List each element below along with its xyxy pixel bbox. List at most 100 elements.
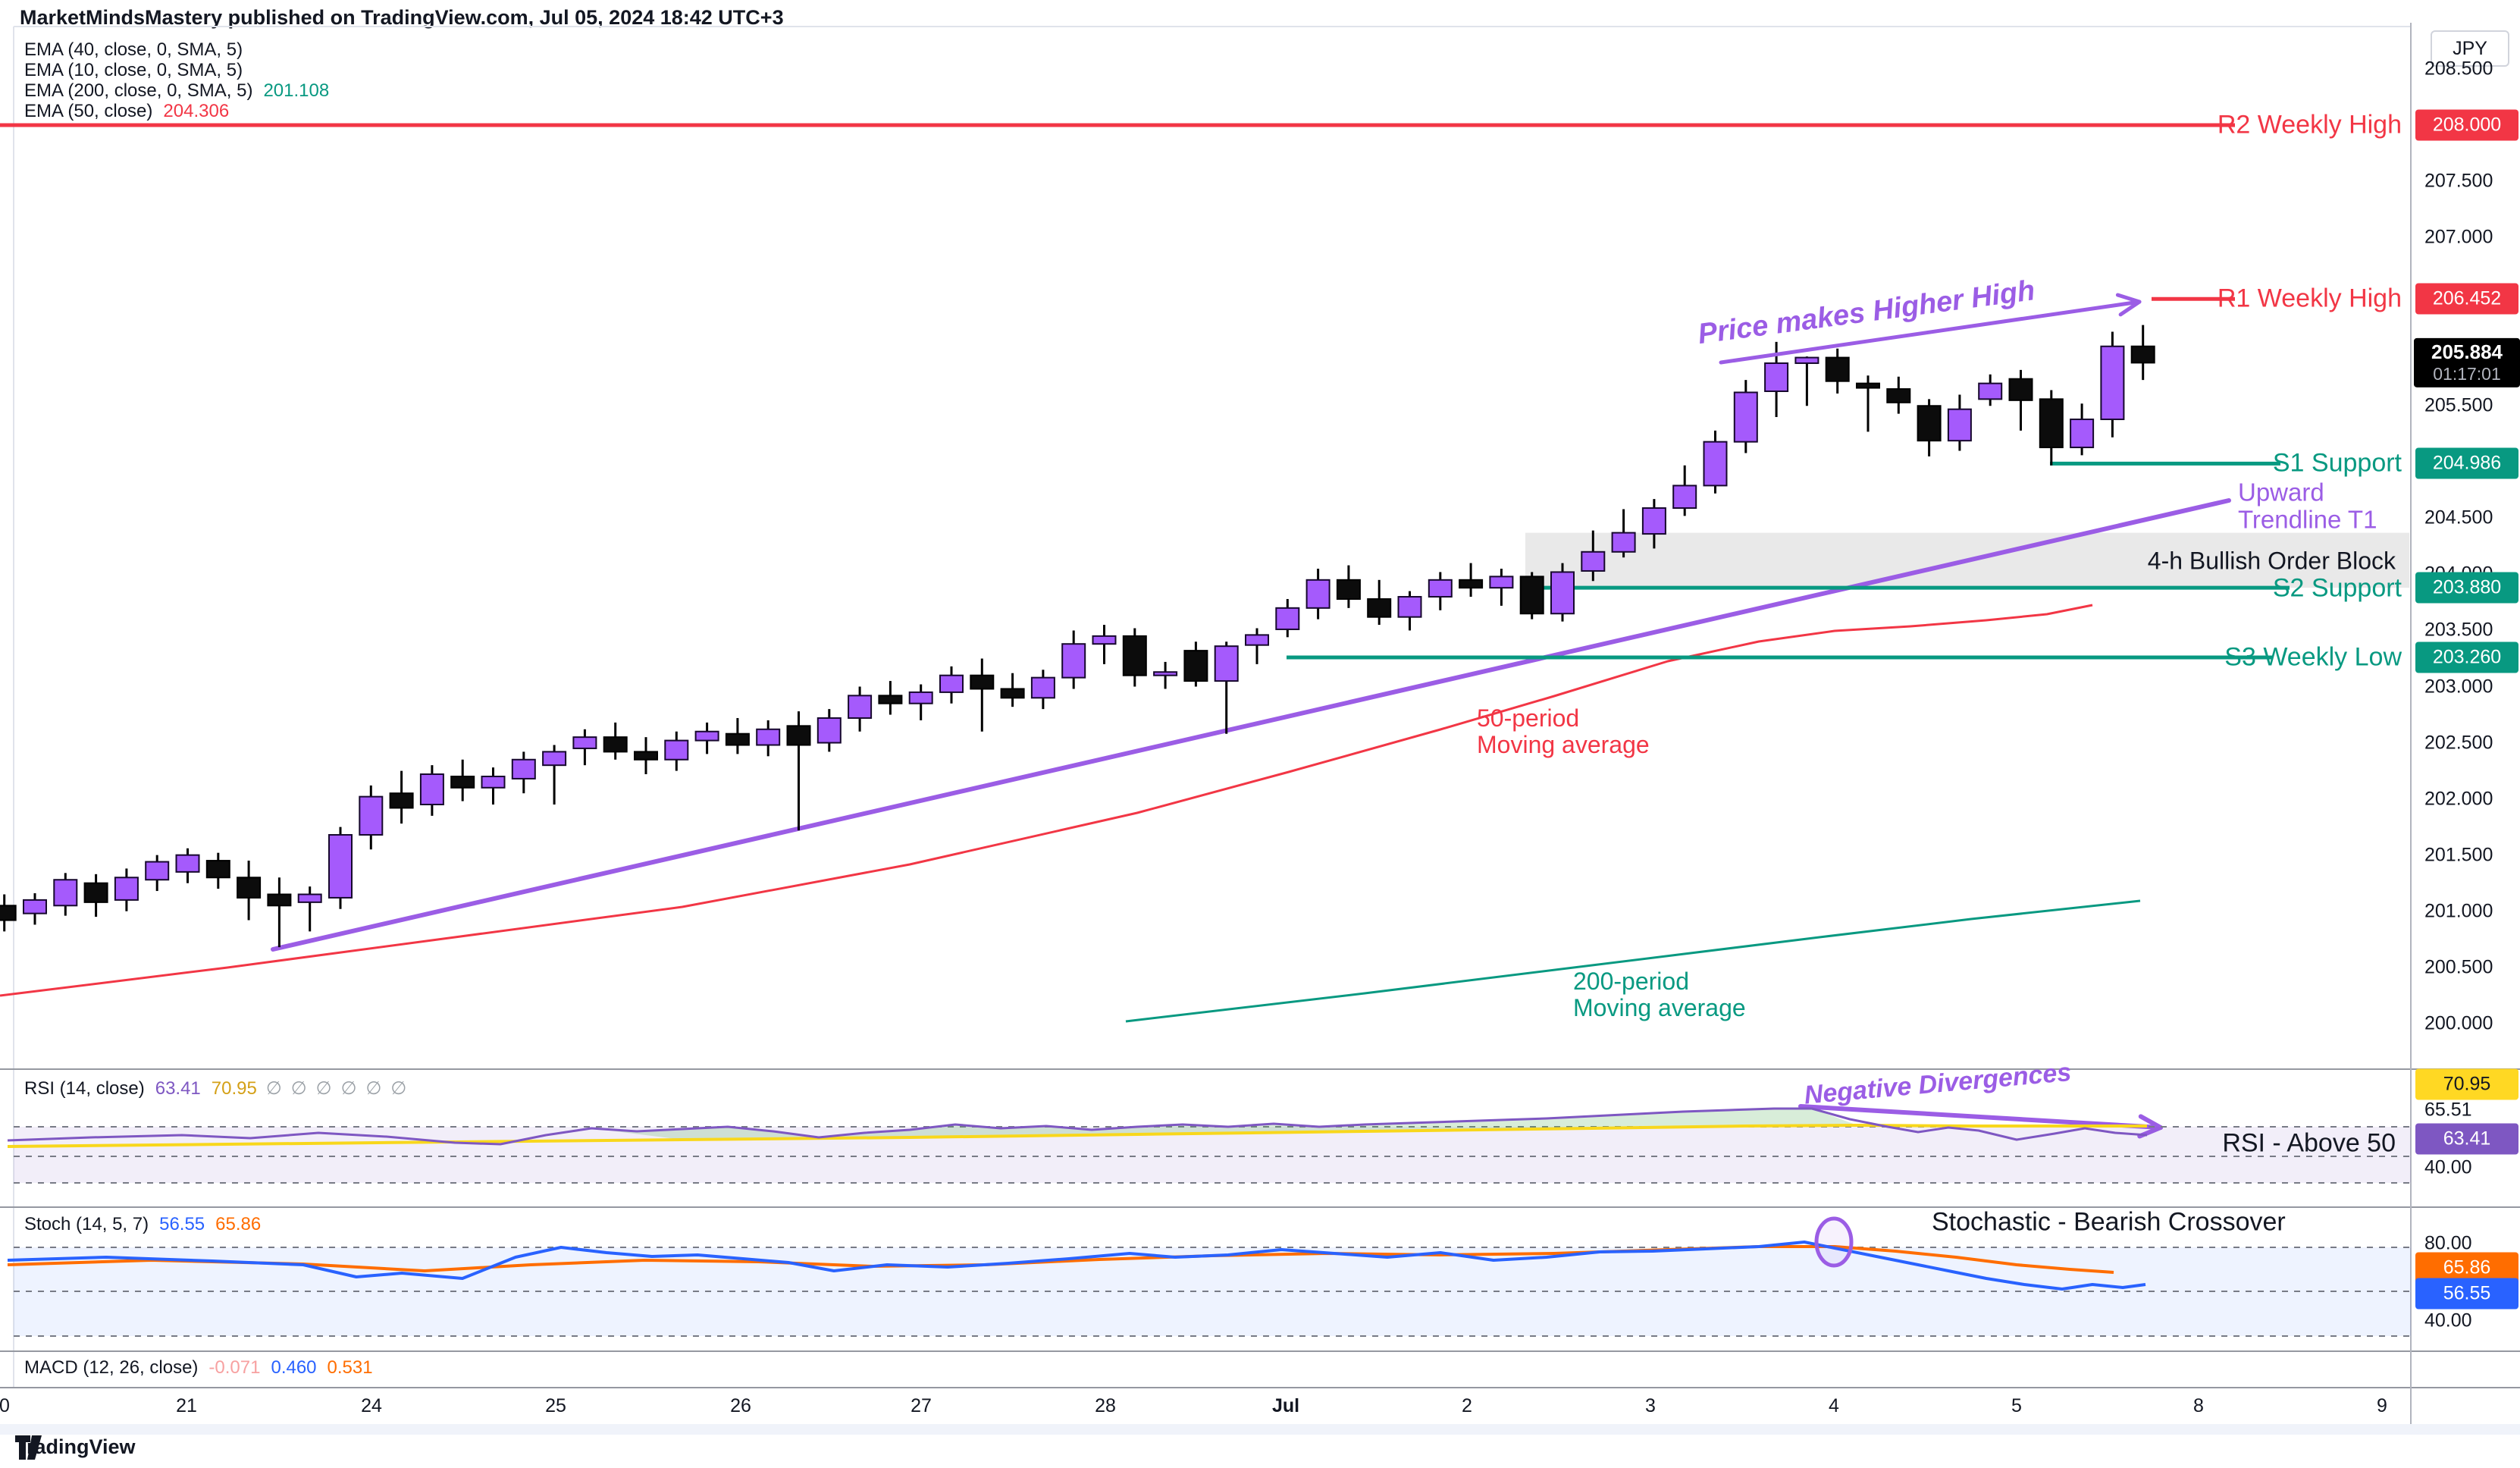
legend-label: EMA (10, close, 0, SMA, 5)	[24, 60, 243, 80]
legend-value: 56.55	[159, 1214, 205, 1234]
candle-body	[237, 877, 262, 899]
price-tick: 208.500	[2424, 58, 2493, 80]
candle-body	[267, 893, 292, 907]
higher-high-arrow-head	[2115, 293, 2142, 317]
rsi-above-50-label: RSI - Above 50	[2222, 1128, 2396, 1158]
candle-body	[0, 905, 17, 921]
legend-label: EMA (40, close, 0, SMA, 5)	[24, 39, 243, 60]
price-tick: 204.500	[2424, 507, 2493, 529]
stoch-crossover-label: Stochastic - Bearish Crossover	[1932, 1207, 2286, 1237]
time-label: 28	[1095, 1395, 1116, 1416]
level-badge: 204.986	[2415, 447, 2518, 479]
candle-body	[145, 861, 170, 881]
candle-body	[1061, 643, 1086, 679]
price-tick: 200.500	[2424, 956, 2493, 978]
candle-body	[1214, 645, 1239, 682]
legend-row[interactable]: EMA (50, close) 204.306	[24, 101, 329, 121]
legend-label: RSI (14, close)	[24, 1078, 145, 1099]
legend-row[interactable]: EMA (200, close, 0, SMA, 5) 201.108	[24, 80, 329, 101]
candle-body	[2100, 345, 2125, 421]
stoch-band-fill	[14, 1247, 2411, 1336]
stoch-badge: 56.55	[2415, 1278, 2518, 1310]
tradingview-logo[interactable]: TradingView	[15, 1435, 136, 1460]
candle-body	[1917, 405, 1942, 442]
tradingview-logo-icon	[15, 1435, 42, 1460]
bar-countdown: 01:17:01	[2433, 364, 2501, 384]
empty-value-icon: ∅	[265, 1078, 282, 1099]
candle-body	[53, 879, 78, 907]
stoch-legend[interactable]: Stoch (14, 5, 7) 56.55 65.86	[24, 1214, 261, 1235]
higher-high-arrow	[1719, 300, 2142, 365]
rsi-badge: 70.95	[2415, 1068, 2518, 1100]
stoch-crossover-circle	[1814, 1216, 1854, 1268]
upward-trendline	[271, 498, 2231, 952]
stoch-tick: 40.00	[2424, 1310, 2472, 1332]
time-label: 26	[730, 1395, 751, 1416]
ma-50-line	[0, 604, 2093, 997]
candle-body	[1947, 408, 1972, 442]
price-tick: 207.500	[2424, 170, 2493, 192]
price-tick: 201.000	[2424, 900, 2493, 922]
rsi-legend[interactable]: RSI (14, close) 63.41 70.95 ∅ ∅ ∅ ∅ ∅ ∅	[24, 1077, 406, 1099]
ma200-label: 200-period Moving average	[1573, 967, 1746, 1021]
price-tick: 203.500	[2424, 619, 2493, 641]
legend-label: EMA (200, close, 0, SMA, 5)	[24, 80, 253, 101]
empty-value-icon: ∅	[365, 1078, 382, 1099]
legend-row[interactable]: EMA (10, close, 0, SMA, 5)	[24, 60, 329, 80]
candle-body	[1153, 671, 1178, 676]
empty-value-icon: ∅	[290, 1078, 307, 1099]
rsi-tick: 40.00	[2424, 1156, 2472, 1178]
candle-body	[878, 695, 903, 704]
s2-label: S2 Support	[2272, 573, 2402, 603]
ma50-label: 50-period Moving average	[1477, 704, 1650, 758]
price-tick: 207.000	[2424, 226, 2493, 248]
order-block-label: 4-h Bullish Order Block	[2147, 547, 2396, 575]
candle-body	[2130, 345, 2155, 364]
stoch-k-line	[7, 1241, 2146, 1291]
time-label: 0	[0, 1395, 10, 1416]
price-tick: 202.000	[2424, 788, 2493, 810]
candle-body	[1825, 356, 1850, 382]
legend-value: 0.460	[271, 1357, 317, 1378]
price-tick: 203.000	[2424, 676, 2493, 697]
r2-label: R2 Weekly High	[2217, 110, 2402, 140]
candle-body	[848, 695, 873, 719]
candle-body	[389, 792, 414, 809]
divergence-arrow	[1798, 1104, 2163, 1130]
candle-body	[1245, 634, 1269, 646]
candle-body	[725, 732, 750, 746]
s3-label: S3 Weekly Low	[2224, 642, 2402, 672]
candle-body	[970, 674, 995, 690]
candle-body	[1489, 576, 1514, 589]
candle-body	[786, 725, 811, 746]
legend-value: 0.531	[327, 1357, 373, 1378]
stoch-tick: 80.00	[2424, 1232, 2472, 1254]
time-label: 4	[1829, 1395, 1839, 1416]
candle-body	[1703, 441, 1728, 487]
candle-body	[1459, 579, 1484, 589]
candle-body	[572, 736, 597, 749]
candle-body	[481, 775, 506, 789]
level-badge: 208.000	[2415, 109, 2518, 141]
macd-legend[interactable]: MACD (12, 26, close) -0.071 0.460 0.531	[24, 1357, 373, 1379]
level-badge: 203.880	[2415, 572, 2518, 604]
candle-body	[908, 691, 933, 704]
currency-label: JPY	[2431, 30, 2509, 67]
time-label: 24	[361, 1395, 382, 1416]
rsi-badge: 63.41	[2415, 1123, 2518, 1155]
legend-label: MACD (12, 26, close)	[24, 1357, 199, 1378]
candle-body	[694, 730, 719, 742]
candle-body	[1581, 550, 1606, 572]
indicator-legend[interactable]: EMA (40, close, 0, SMA, 5) EMA (10, close…	[24, 39, 329, 121]
level-badge: 203.260	[2415, 641, 2518, 673]
candle-body	[2008, 378, 2033, 401]
candle-body	[419, 773, 444, 806]
candle-body	[1886, 388, 1911, 403]
candle-body	[1641, 507, 1666, 535]
legend-row[interactable]: EMA (40, close, 0, SMA, 5)	[24, 39, 329, 60]
legend-label: EMA (50, close)	[24, 101, 153, 121]
candle-body	[1122, 635, 1147, 676]
trendline-label: Upward Trendline T1	[2238, 478, 2377, 534]
candle-body	[816, 717, 842, 744]
